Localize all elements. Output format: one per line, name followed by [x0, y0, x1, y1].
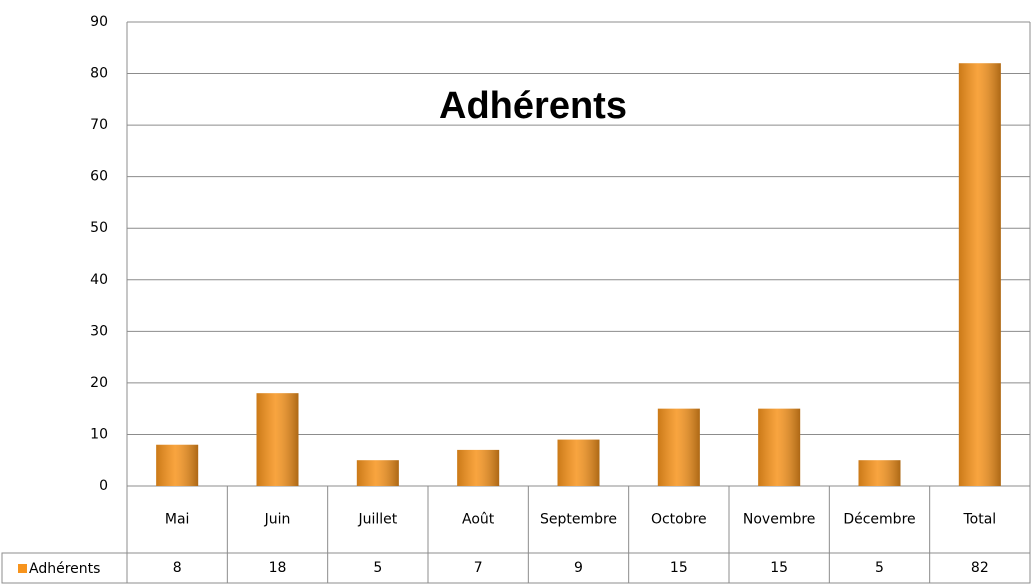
y-tick-label: 80 [90, 66, 108, 82]
bar-shade [858, 460, 901, 486]
table-value: 7 [474, 560, 483, 576]
y-tick-label: 50 [90, 220, 108, 236]
bar-shade [256, 393, 299, 486]
x-tick-label: Décembre [843, 512, 915, 528]
bar-shade [958, 63, 1001, 486]
y-tick-label: 10 [90, 426, 108, 442]
table-value: 5 [875, 560, 884, 576]
y-tick-label: 70 [90, 117, 108, 133]
y-tick-label: 40 [90, 272, 108, 288]
x-tick-label: Septembre [540, 512, 617, 528]
x-tick-label: Octobre [651, 512, 707, 528]
table-value: 8 [173, 560, 182, 576]
y-tick-label: 20 [90, 375, 108, 391]
bar-shade [657, 408, 700, 486]
x-tick-label: Novembre [743, 512, 816, 528]
table-value: 18 [269, 560, 287, 576]
y-tick-label: 0 [99, 478, 108, 494]
x-tick-label: Juin [264, 512, 291, 528]
bar-shade [156, 444, 199, 486]
table-values-row [1, 552, 1031, 584]
table-value: 9 [574, 560, 583, 576]
table-value: 5 [373, 560, 382, 576]
bar-shade [356, 460, 399, 486]
x-tick-label: Total [962, 512, 996, 528]
bar-shade [457, 449, 500, 486]
table-value: 15 [770, 560, 788, 576]
y-tick-label: 60 [90, 169, 108, 185]
bar-shade [557, 439, 600, 486]
table-value: 15 [670, 560, 688, 576]
x-tick-label: Mai [165, 512, 190, 528]
y-tick-label: 90 [90, 14, 108, 30]
y-tick-label: 30 [90, 323, 108, 339]
table-value: 82 [971, 560, 989, 576]
x-tick-label: Août [462, 512, 495, 528]
bar-shade [758, 408, 801, 486]
chart-title: Adhérents [439, 85, 627, 127]
legend-label: Adhérents [29, 561, 100, 577]
x-tick-label: Juillet [357, 512, 397, 528]
legend-key [18, 564, 27, 573]
